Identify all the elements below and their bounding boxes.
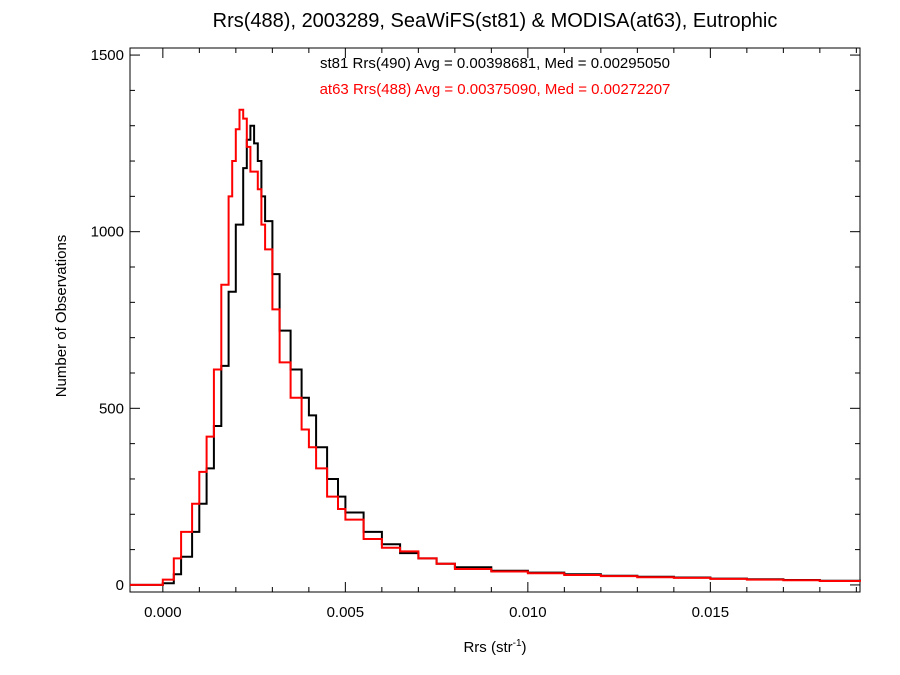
x-tick-label: 0.005 [327, 604, 365, 621]
x-axis-label: Rrs (str-1) [463, 638, 526, 656]
legend-entry-st81: st81 Rrs(490) Avg = 0.00398681, Med = 0.… [320, 55, 670, 72]
x-tick-label: 0.010 [509, 604, 547, 621]
axis-ticks [130, 48, 860, 592]
y-tick-label: 1500 [91, 47, 124, 64]
x-axis-label-superscript: -1 [513, 638, 522, 649]
x-tick-label: 0.015 [692, 604, 730, 621]
chart-title: Rrs(488), 2003289, SeaWiFS(st81) & MODIS… [213, 10, 778, 32]
y-tick-label: 500 [99, 400, 124, 417]
x-axis-label-close: ) [522, 639, 527, 656]
histogram-series-1 [130, 108, 861, 586]
x-axis-label-main: Rrs (str [463, 639, 512, 656]
histogram-series-0 [130, 124, 861, 586]
y-axis-label: Number of Observations [53, 235, 70, 398]
legend-entry-at63: at63 Rrs(488) Avg = 0.00375090, Med = 0.… [320, 81, 671, 98]
series-lines [130, 108, 861, 586]
x-tick-label: 0.000 [144, 604, 182, 621]
y-tick-label: 1000 [91, 224, 124, 241]
y-tick-label: 0 [116, 577, 124, 594]
plot-frame [129, 47, 861, 593]
axis-tick-labels: 0.000 0.005 0.010 0.015 0 500 1000 1500 [91, 47, 729, 621]
